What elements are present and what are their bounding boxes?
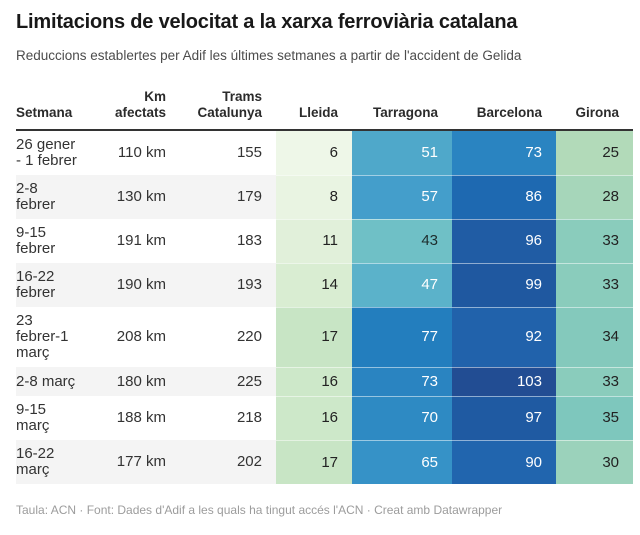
- attribution-footer: Taula: ACN · Font: Dades d'Adif a les qu…: [16, 503, 503, 518]
- cell-lleida: 14: [276, 262, 352, 308]
- cell-km-afectats: 191 km: [116, 232, 166, 250]
- column-header-tarragona: Tarragona: [352, 88, 452, 132]
- week-label: 26 gener - 1 febrer: [16, 136, 77, 170]
- cell-girona: 34: [556, 306, 633, 368]
- table-row: 2-8 març 180 km 225 16 73 103 33: [16, 366, 633, 397]
- table-row: 9-15 març 188 km 218 16 70 97 35: [16, 395, 633, 441]
- cell-tarragona: 57: [352, 174, 452, 220]
- table-row: 26 gener - 1 febrer 110 km 155 6 51 73 25: [16, 130, 633, 176]
- page-title: Limitacions de velocitat a la xarxa ferr…: [16, 11, 518, 33]
- table-body: 26 gener - 1 febrer 110 km 155 6 51 73 25 2-8 f…: [16, 130, 633, 485]
- cell-lleida: 16: [276, 366, 352, 397]
- cell-setmana: 23 febrer-1 març: [16, 307, 108, 367]
- column-header-girona: Girona: [556, 88, 633, 132]
- cell-km-afectats: 180 km: [116, 372, 166, 390]
- cell-girona: 30: [556, 439, 633, 485]
- cell-km-afectats: 110 km: [117, 144, 166, 162]
- cell-tarragona: 65: [352, 439, 452, 485]
- cell-setmana: 9-15 febrer: [16, 219, 108, 263]
- table-row: 16-22 febrer 190 km 193 14 47 99 33: [16, 262, 633, 308]
- cell-barcelona: 96: [452, 218, 556, 264]
- cell-girona: 28: [556, 174, 633, 220]
- cell-tarragona: 43: [352, 218, 452, 264]
- cell-girona: 33: [556, 218, 633, 264]
- data-table: Setmana Km afectats Trams Catalunya Llei…: [16, 88, 633, 485]
- cell-barcelona: 99: [452, 262, 556, 308]
- cell-tarragona: 73: [352, 366, 452, 397]
- cell-girona: 33: [556, 366, 633, 397]
- week-label: 9-15 març: [16, 401, 50, 435]
- cell-trams-catalunya: 220: [236, 328, 262, 346]
- cell-setmana: 16-22 febrer: [16, 263, 108, 307]
- cell-tarragona: 47: [352, 262, 452, 308]
- cell-trams-catalunya: 225: [236, 372, 262, 390]
- cell-trams-catalunya: 193: [236, 276, 262, 294]
- cell-tarragona: 51: [352, 130, 452, 176]
- table-row: 23 febrer-1 març 208 km 220 17 77 92 34: [16, 306, 633, 368]
- column-header-barcelona: Barcelona: [452, 88, 556, 132]
- cell-barcelona: 92: [452, 306, 556, 368]
- cell-km-afectats: 190 km: [116, 276, 166, 294]
- cell-girona: 33: [556, 262, 633, 308]
- cell-km-afectats: 208 km: [116, 328, 166, 346]
- cell-lleida: 11: [276, 218, 352, 264]
- cell-trams-catalunya: 202: [236, 453, 262, 471]
- table-card: Limitacions de velocitat a la xarxa ferr…: [16, 11, 633, 518]
- week-label: 2-8 març: [16, 372, 76, 390]
- cell-setmana: 2-8 març: [16, 367, 108, 396]
- cell-setmana: 9-15 març: [16, 396, 108, 440]
- cell-km-afectats: 130 km: [116, 188, 166, 206]
- cell-setmana: 2-8 febrer: [16, 175, 108, 219]
- column-header-setmana: Setmana: [16, 88, 108, 132]
- cell-barcelona: 90: [452, 439, 556, 485]
- cell-setmana: 16-22 març: [16, 440, 108, 484]
- cell-lleida: 17: [276, 439, 352, 485]
- table-row: 9-15 febrer 191 km 183 11 43 96 33: [16, 218, 633, 264]
- cell-lleida: 6: [276, 130, 352, 176]
- week-label: 23 febrer-1 març: [16, 312, 69, 362]
- cell-barcelona: 73: [452, 130, 556, 176]
- week-label: 16-22 febrer: [16, 268, 56, 302]
- header-row: Setmana Km afectats Trams Catalunya Llei…: [16, 88, 633, 132]
- cell-tarragona: 77: [352, 306, 452, 368]
- week-label: 9-15 febrer: [16, 224, 56, 258]
- subtitle: Reduccions establertes per Adif les últi…: [16, 48, 522, 63]
- cell-trams-catalunya: 155: [236, 144, 262, 162]
- cell-barcelona: 103: [452, 366, 556, 397]
- cell-setmana: 26 gener - 1 febrer: [16, 130, 108, 175]
- week-label: 16-22 març: [16, 445, 55, 479]
- cell-km-afectats: 177 km: [116, 453, 166, 471]
- column-header-lleida: Lleida: [276, 88, 352, 132]
- cell-girona: 25: [556, 130, 633, 176]
- cell-trams-catalunya: 183: [236, 232, 262, 250]
- cell-lleida: 16: [276, 395, 352, 441]
- cell-girona: 35: [556, 395, 633, 441]
- cell-lleida: 17: [276, 306, 352, 368]
- column-header-trams-catalunya: Trams Catalunya: [180, 88, 276, 132]
- cell-tarragona: 70: [352, 395, 452, 441]
- week-label: 2-8 febrer: [16, 180, 56, 214]
- cell-barcelona: 97: [452, 395, 556, 441]
- table-header: Setmana Km afectats Trams Catalunya Llei…: [16, 88, 633, 132]
- table-row: 2-8 febrer 130 km 179 8 57 86 28: [16, 174, 633, 220]
- cell-lleida: 8: [276, 174, 352, 220]
- cell-trams-catalunya: 218: [236, 409, 262, 427]
- cell-trams-catalunya: 179: [236, 188, 262, 206]
- table-row: 16-22 març 177 km 202 17 65 90 30: [16, 439, 633, 485]
- column-header-km-afectats: Km afectats: [108, 88, 180, 132]
- cell-barcelona: 86: [452, 174, 556, 220]
- cell-km-afectats: 188 km: [116, 409, 166, 427]
